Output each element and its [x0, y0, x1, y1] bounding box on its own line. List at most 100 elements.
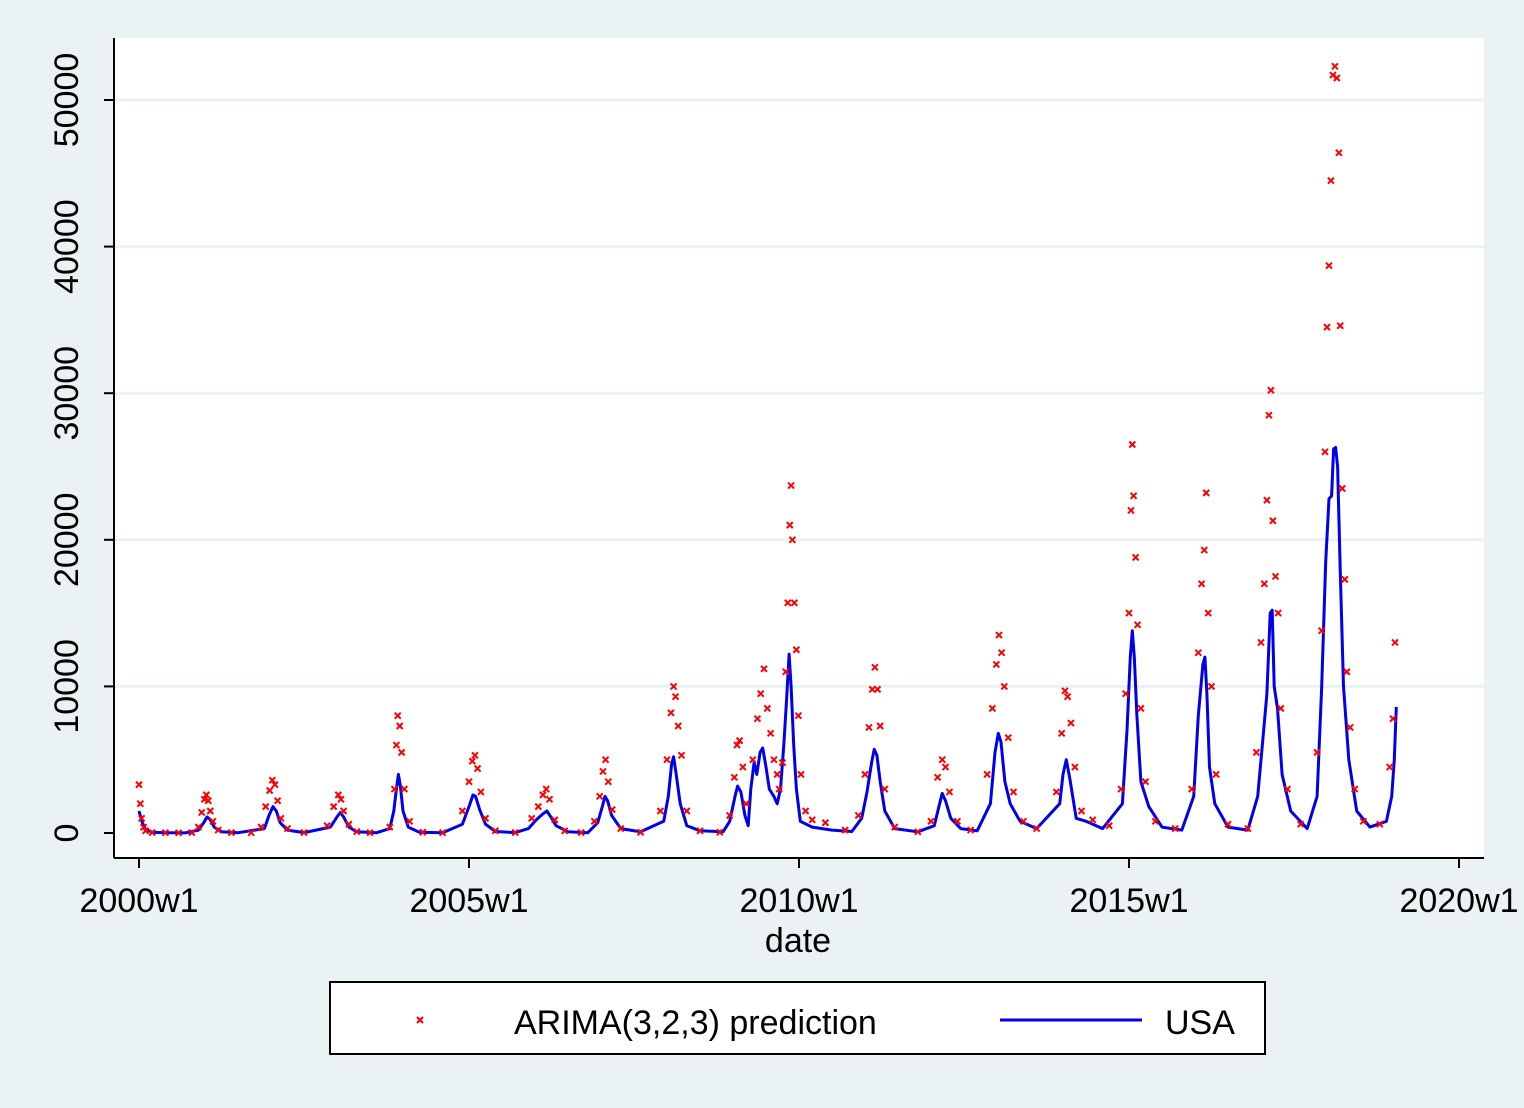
- prediction-point: [617, 824, 625, 833]
- prediction-point: [786, 521, 794, 529]
- prediction-point: [1202, 489, 1210, 497]
- prediction-point: [386, 823, 394, 831]
- prediction-point: [861, 770, 869, 779]
- prediction-point: [1269, 517, 1277, 525]
- prediction-point: [194, 823, 203, 831]
- usa-series: [137, 445, 1398, 835]
- prediction-point: [473, 764, 482, 773]
- prediction-point: [273, 797, 282, 805]
- prediction-point: [966, 826, 975, 834]
- y-tick-label: 30000: [48, 346, 86, 441]
- prediction-point: [227, 828, 236, 837]
- x-axis-title: date: [765, 922, 831, 960]
- prediction-point: [353, 827, 361, 836]
- grid-lines: [114, 98, 1484, 688]
- prediction-point: [405, 817, 414, 825]
- prediction-point: [1391, 638, 1399, 647]
- prediction-point: [1200, 546, 1208, 554]
- prediction-point: [997, 648, 1006, 657]
- x-tick-label: 2000w1: [79, 882, 198, 920]
- prediction-point: [1197, 580, 1206, 588]
- prediction-point: [271, 780, 279, 789]
- prediction-point: [1252, 748, 1261, 757]
- prediction-point: [1061, 687, 1069, 695]
- legend-label-usa: USA: [1165, 1004, 1235, 1042]
- prediction-point: [1057, 729, 1066, 738]
- x-tick-label: 2010w1: [739, 882, 858, 920]
- prediction-point: [1331, 62, 1339, 70]
- prediction-point: [1105, 821, 1113, 830]
- prediction-point: [539, 791, 547, 799]
- prediction-point: [733, 741, 741, 749]
- prediction-point: [400, 785, 409, 793]
- prediction-point: [1274, 609, 1282, 617]
- prediction-point: [599, 767, 607, 776]
- prediction-point: [1212, 770, 1220, 779]
- prediction-point: [782, 668, 790, 676]
- prediction-point: [1321, 448, 1329, 456]
- prediction-point: [663, 755, 671, 764]
- prediction-point: [792, 646, 801, 654]
- prediction-point: [1207, 682, 1216, 691]
- prediction-point: [760, 665, 768, 673]
- prediction-point: [300, 828, 308, 837]
- prediction-point: [742, 799, 750, 808]
- prediction-point: [753, 714, 762, 723]
- prediction-point: [1077, 807, 1086, 815]
- prediction-point: [757, 690, 765, 698]
- prediction-point: [394, 712, 402, 720]
- prediction-point: [797, 770, 805, 779]
- usa-line: [137, 445, 1398, 835]
- x-tick-label: 2020w1: [1399, 882, 1518, 920]
- prediction-point: [545, 795, 554, 803]
- prediction-point: [395, 722, 404, 730]
- prediction-point: [865, 723, 873, 732]
- prediction-point: [773, 770, 781, 779]
- y-tick-label: 40000: [48, 199, 86, 294]
- prediction-point: [1125, 609, 1133, 617]
- prediction-point: [1267, 386, 1275, 394]
- prediction-point: [366, 828, 374, 837]
- prediction-point: [257, 823, 265, 831]
- prediction-point: [174, 829, 183, 837]
- prediction-point: [876, 722, 884, 730]
- prediction-point: [608, 805, 616, 814]
- prediction-point: [214, 826, 222, 834]
- prediction-point: [995, 631, 1003, 639]
- prediction-point: [481, 814, 490, 823]
- prediction-point: [345, 820, 353, 828]
- prediction-point: [551, 816, 559, 824]
- prediction-point: [953, 817, 962, 825]
- prediction-point: [1137, 704, 1145, 713]
- prediction-point: [716, 828, 724, 836]
- prediction-point: [438, 828, 447, 837]
- prediction-point: [1335, 149, 1343, 157]
- prediction-point: [491, 827, 500, 835]
- plot-area: [114, 38, 1484, 858]
- prediction-point: [788, 536, 797, 544]
- prediction-point: [1194, 648, 1203, 657]
- prediction-point: [262, 802, 270, 811]
- prediction-point: [465, 777, 473, 786]
- prediction-point: [770, 755, 778, 764]
- prediction-point: [656, 807, 665, 815]
- prediction-point: [790, 599, 799, 607]
- prediction-point: [1385, 763, 1394, 771]
- prediction-point: [458, 807, 467, 815]
- prediction-point: [1327, 176, 1335, 185]
- prediction-point: [873, 685, 882, 694]
- prediction-point: [471, 751, 479, 760]
- prediction-point: [636, 828, 645, 836]
- prediction-point: [735, 736, 744, 745]
- prediction-point: [1318, 626, 1326, 635]
- prediction-point: [188, 828, 196, 837]
- prediction-point: [1052, 788, 1061, 796]
- prediction-point: [881, 785, 889, 793]
- prediction-point: [1265, 411, 1273, 419]
- prediction-point: [1088, 816, 1097, 824]
- prediction-point: [808, 816, 816, 824]
- prediction-point: [1131, 553, 1140, 562]
- prediction-point: [1009, 788, 1018, 796]
- prediction-point: [1187, 785, 1196, 793]
- prediction-point: [283, 824, 292, 833]
